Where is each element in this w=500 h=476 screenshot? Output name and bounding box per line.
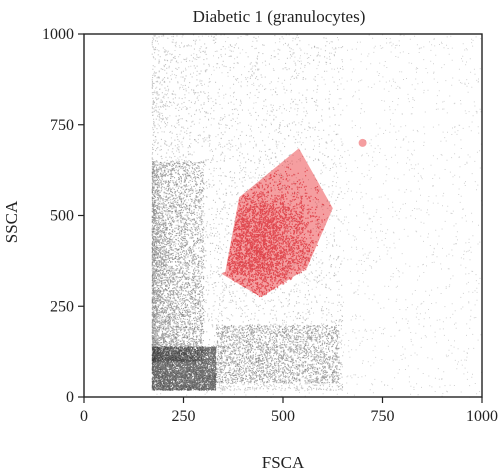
event-density-region-3 (215, 324, 340, 384)
y-tick-label-0: 0 (66, 389, 74, 406)
red-marker-0 (358, 138, 367, 147)
event-density-region-0 (151, 346, 217, 391)
y-tick-labels: 0 250 500 750 1000 (42, 26, 84, 406)
x-axis-label: FSCA (262, 453, 305, 472)
granulocyte-events (224, 166, 331, 298)
chart-title: Diabetic 1 (granulocytes) (193, 7, 366, 26)
plot-area (151, 34, 483, 398)
x-tick-labels: 0 250 500 750 1000 (80, 397, 498, 425)
x-tick-label-4: 1000 (466, 408, 498, 425)
x-tick-label-1: 250 (172, 408, 196, 425)
x-tick-label-0: 0 (80, 408, 88, 425)
x-tick-label-2: 500 (271, 408, 295, 425)
y-tick-label-2: 500 (50, 208, 74, 225)
y-tick-label-1: 250 (50, 298, 74, 315)
event-density-region-1 (151, 161, 205, 362)
y-tick-label-3: 750 (50, 117, 74, 134)
y-tick-label-4: 1000 (42, 26, 74, 43)
y-axis-label: SSCA (2, 200, 21, 243)
x-tick-label-3: 750 (371, 408, 395, 425)
plot-frame (83, 33, 483, 398)
